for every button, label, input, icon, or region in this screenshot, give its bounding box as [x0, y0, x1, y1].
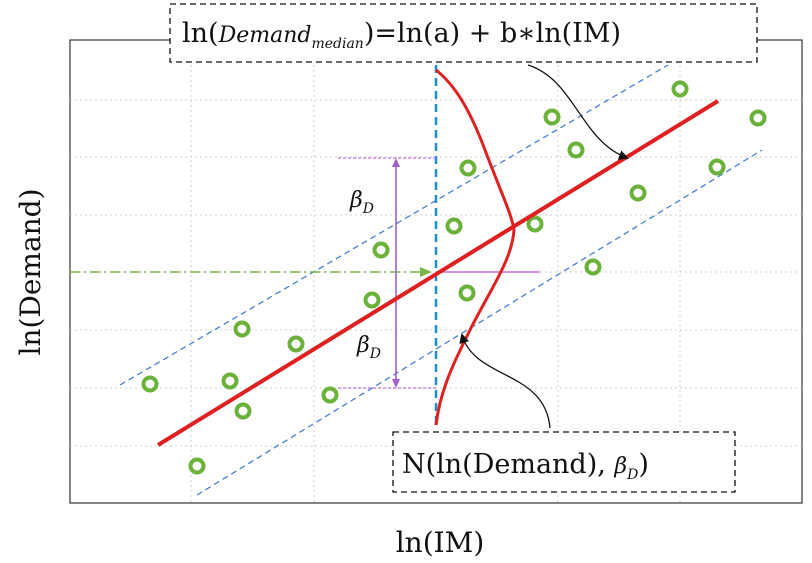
- data-point: [233, 320, 251, 338]
- data-point: [567, 141, 585, 159]
- data-point: [458, 284, 476, 302]
- data-point: [671, 80, 689, 98]
- distribution-pointer-arrow: [459, 333, 551, 429]
- data-point: [234, 402, 252, 420]
- data-point: [584, 258, 602, 276]
- beta-upper-label: βD: [349, 188, 374, 217]
- median-equation-frame: [169, 3, 758, 63]
- data-point: [629, 184, 647, 202]
- distribution-frame: [392, 431, 736, 493]
- equation-pointer-arrow: [527, 64, 629, 160]
- median-equation-box: ln(Demandmedian)=ln(a) + b∗ln(IM): [169, 3, 758, 63]
- x-axis-label: ln(IM): [396, 526, 485, 559]
- data-point: [749, 109, 767, 127]
- distribution-text: N(ln(Demand), βD): [402, 449, 649, 483]
- data-point: [321, 386, 339, 404]
- data-points: [141, 80, 767, 475]
- data-point: [221, 372, 239, 390]
- data-point: [445, 217, 463, 235]
- median-equation-text: ln(Demandmedian)=ln(a) + b∗ln(IM): [182, 18, 621, 52]
- data-point: [287, 335, 305, 353]
- distribution-box: N(ln(Demand), βD): [392, 431, 736, 493]
- data-point: [372, 241, 390, 259]
- data-point: [363, 291, 381, 309]
- y-axis-label: ln(Demand): [14, 188, 47, 355]
- data-point: [459, 159, 477, 177]
- normal-distribution-curve: [434, 68, 516, 426]
- data-point: [708, 158, 726, 176]
- beta-lower-label: βD: [356, 333, 381, 362]
- data-point: [141, 375, 159, 393]
- upper-bound-line: [119, 64, 669, 386]
- data-point: [188, 457, 206, 475]
- lower-bound-line: [196, 149, 763, 496]
- data-point: [526, 215, 544, 233]
- data-point: [543, 108, 561, 126]
